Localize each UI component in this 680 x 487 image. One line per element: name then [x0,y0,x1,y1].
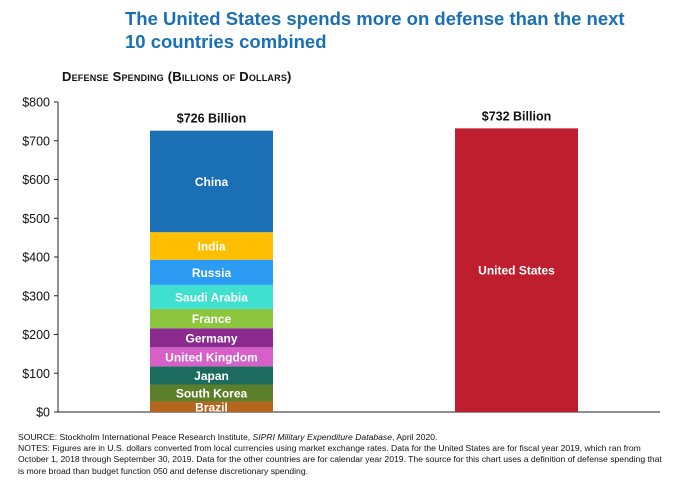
bar-segment-brazil [150,401,273,412]
segment-label-india: India [197,239,225,253]
y-tick-label: $700 [22,134,50,148]
source-note: SOURCE: Stockholm International Peace Re… [18,432,668,443]
notes-text: NOTES: Figures are in U.S. dollars conve… [18,443,662,476]
chart-footer: SOURCE: Stockholm International Peace Re… [18,432,668,477]
bar-segment-india [150,232,273,260]
bar-segment-france [150,308,273,329]
source-prefix: SOURCE: Stockholm International Peace Re… [18,432,253,442]
bar-segment-russia [150,259,273,285]
segment-label-russia: Russia [192,266,232,280]
source-title: SIPRI Military Expenditure Database [252,432,393,442]
bar-segment-united-states [455,128,578,412]
y-tick-label: $200 [22,328,50,342]
bar-segment-united-kingdom [150,347,273,367]
segment-label-saudi-arabia: Saudi Arabia [175,290,248,304]
y-tick-label: $0 [36,406,50,420]
bar-total-label: $726 Billion [177,112,246,126]
chart-subtitle: Defense Spending (Billions of Dollars) [62,69,292,84]
y-tick-label: $100 [22,367,50,381]
y-tick-label: $400 [22,251,50,265]
source-suffix: , April 2020. [392,432,438,442]
y-tick-label: $600 [22,173,50,187]
segment-label-japan: Japan [194,369,229,383]
chart-title-line-2: 10 countries combined [125,31,327,52]
chart-title-line-1: The United States spends more on defense… [125,8,625,29]
bar-segment-china [150,130,273,233]
y-tick-label: $800 [22,96,50,110]
bar-segment-saudi-arabia [150,284,273,309]
segment-label-united-states: United States [478,264,555,278]
segment-label-germany: Germany [185,331,237,345]
bar-segment-germany [150,328,273,348]
segment-label-brazil: Brazil [195,400,228,414]
bar-segment-south-korea [150,384,273,402]
bar-total-label: $732 Billion [482,109,551,123]
segment-label-united-kingdom: United Kingdom [165,350,258,364]
segment-label-south-korea: South Korea [176,387,248,401]
segment-label-china: China [195,175,229,189]
y-tick-label: $500 [22,212,50,226]
y-tick-label: $300 [22,289,50,303]
bar-segment-japan [150,366,273,385]
segment-label-france: France [192,312,232,326]
chart-title: The United States spends more on defense… [125,7,645,53]
